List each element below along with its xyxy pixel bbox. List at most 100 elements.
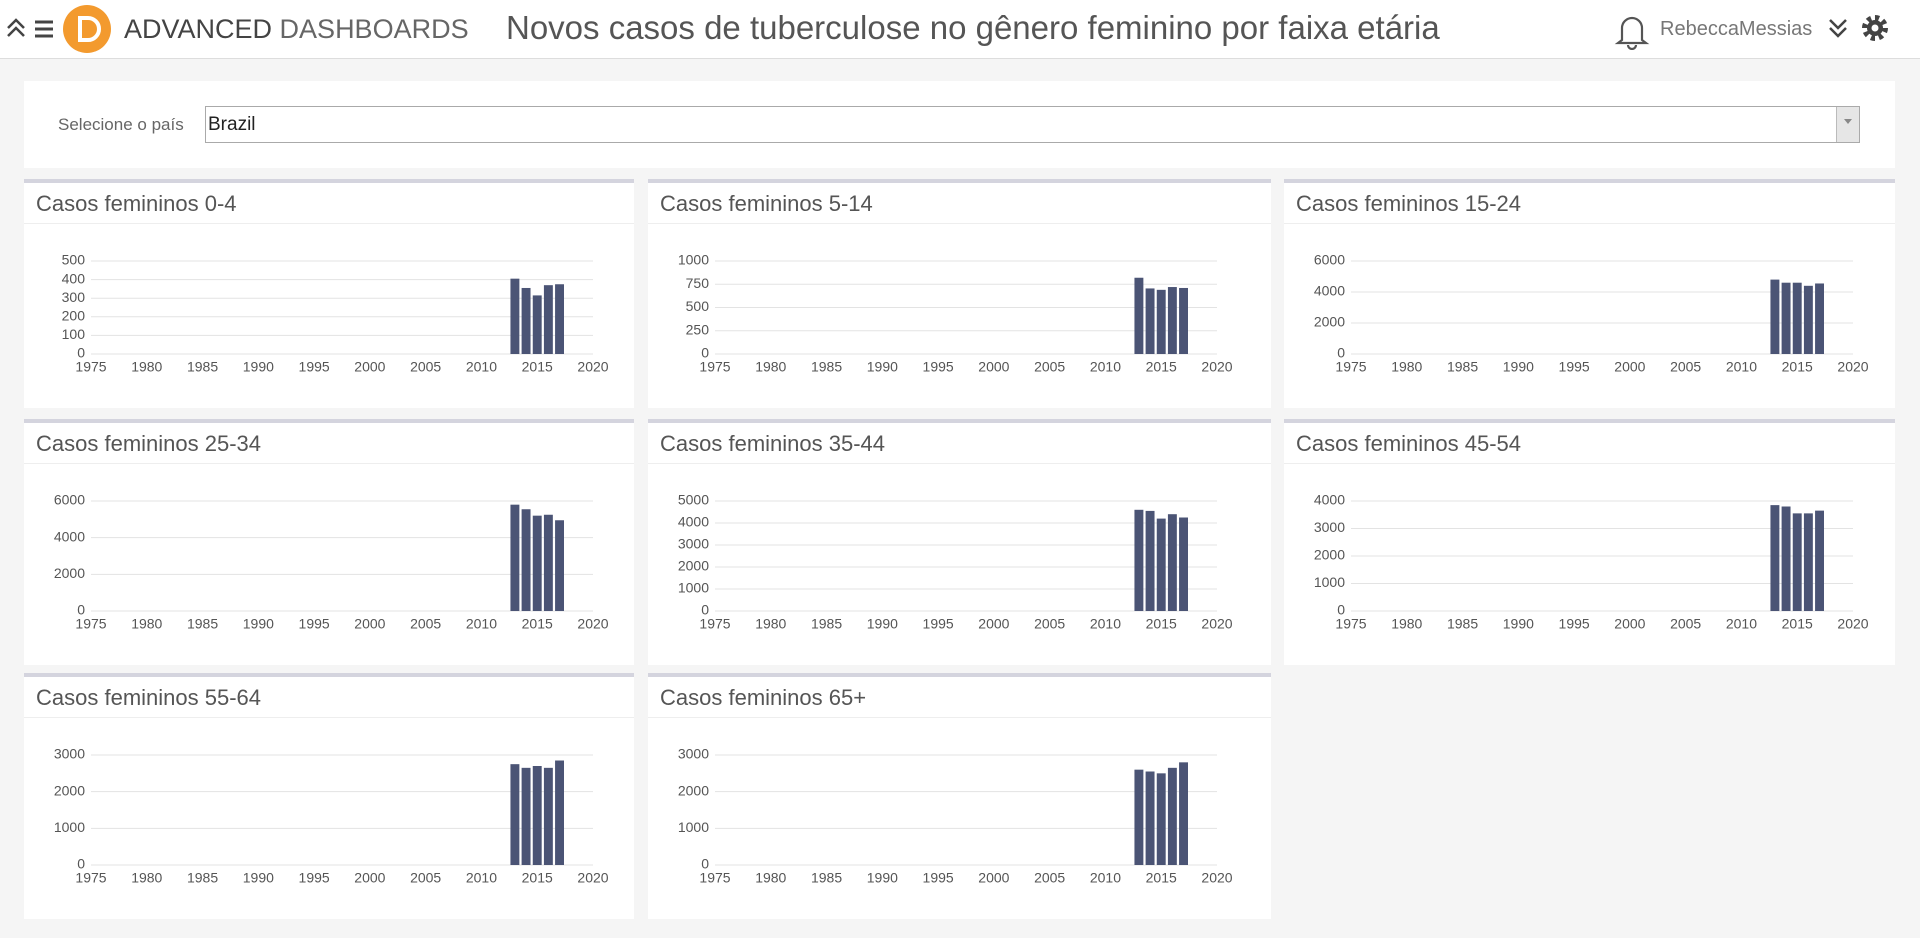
y-tick-label: 200 <box>62 308 86 324</box>
bar <box>1179 517 1188 611</box>
bell-icon[interactable] <box>1614 10 1650 50</box>
x-tick-label: 1975 <box>699 616 730 632</box>
y-tick-label: 2000 <box>54 782 85 798</box>
y-tick-label: 1000 <box>678 819 709 835</box>
bar <box>543 285 553 354</box>
chart-title: Casos femininos 55-64 <box>36 685 262 710</box>
x-tick-label: 2015 <box>522 870 553 886</box>
logo <box>63 5 111 53</box>
x-tick-label: 2005 <box>410 616 441 632</box>
y-tick-label: 4000 <box>678 514 709 530</box>
x-tick-label: 2010 <box>466 616 497 632</box>
x-tick-label: 2015 <box>1146 359 1177 375</box>
x-tick-label: 1990 <box>867 870 898 886</box>
bar <box>1803 285 1813 354</box>
x-tick-label: 2020 <box>577 359 608 375</box>
x-tick-label: 1980 <box>131 870 162 886</box>
brand: ADVANCED DASHBOARDS <box>124 14 469 45</box>
page-title: Novos casos de tuberculose no gênero fem… <box>506 9 1440 46</box>
x-tick-label: 1995 <box>1559 359 1590 375</box>
x-tick-label: 2005 <box>1034 616 1065 632</box>
header: ADVANCED DASHBOARDS Novos casos de tuber… <box>0 0 1920 59</box>
menu-icon[interactable] <box>33 18 55 40</box>
x-tick-label: 1985 <box>811 359 842 375</box>
y-tick-label: 2000 <box>678 558 709 574</box>
y-tick-label: 0 <box>701 602 709 618</box>
arrow-icon <box>1844 119 1852 124</box>
y-tick-label: 3000 <box>678 746 709 762</box>
x-tick-label: 1990 <box>1503 359 1534 375</box>
x-tick-label: 1985 <box>1447 359 1478 375</box>
expand-icon[interactable] <box>1826 16 1850 40</box>
x-tick-label: 2020 <box>577 870 608 886</box>
x-tick-label: 2020 <box>1837 616 1868 632</box>
x-tick-label: 2020 <box>1201 870 1232 886</box>
x-tick-label: 1980 <box>1391 359 1422 375</box>
x-tick-label: 1995 <box>923 870 954 886</box>
chart: 0 1000 2000 3000 1975 1980 1985 1990 1995 2000 200… <box>678 746 1233 886</box>
bar <box>532 766 542 865</box>
chart-title: Casos femininos 0-4 <box>36 191 237 216</box>
chart-title: Casos femininos 5-14 <box>660 191 873 216</box>
y-tick-label: 4000 <box>1314 492 1345 508</box>
bar <box>1156 289 1166 354</box>
separator <box>24 717 634 718</box>
bar <box>555 520 564 611</box>
chart-title: Casos femininos 15-24 <box>1296 191 1522 216</box>
y-tick-label: 4000 <box>54 528 85 544</box>
x-tick-label: 2015 <box>1146 870 1177 886</box>
x-tick-label: 1985 <box>811 870 842 886</box>
bar <box>1145 771 1155 865</box>
x-tick-label: 2000 <box>354 870 385 886</box>
collapse-icon[interactable] <box>4 16 28 40</box>
y-tick-label: 1000 <box>1314 574 1345 590</box>
bar <box>521 767 531 865</box>
chart-title: Casos femininos 25-34 <box>36 431 262 456</box>
y-tick-label: 3000 <box>1314 519 1345 535</box>
x-tick-label: 1980 <box>755 359 786 375</box>
chart-title: Casos femininos 45-54 <box>1296 431 1522 456</box>
separator <box>24 223 634 224</box>
x-tick-label: 2010 <box>1090 359 1121 375</box>
user-name[interactable]: RebeccaMessias <box>1660 18 1813 40</box>
x-tick-label: 1975 <box>75 359 106 375</box>
x-tick-label: 2000 <box>354 616 385 632</box>
x-tick-label: 1995 <box>923 616 954 632</box>
y-tick-label: 0 <box>1337 345 1345 361</box>
x-tick-label: 1995 <box>299 359 330 375</box>
x-tick-label: 2010 <box>466 870 497 886</box>
chart: 0 1000 2000 3000 4000 5000 1975 1980 1985 1990 199… <box>678 492 1233 632</box>
x-tick-label: 1975 <box>75 870 106 886</box>
bar <box>1770 279 1780 354</box>
x-tick-label: 2000 <box>1614 616 1645 632</box>
y-tick-label: 5000 <box>678 492 709 508</box>
settings-icon[interactable] <box>1860 13 1890 43</box>
bar <box>521 287 531 354</box>
x-tick-label: 1990 <box>1503 616 1534 632</box>
y-tick-label: 0 <box>77 856 85 872</box>
y-tick-label: 1000 <box>678 580 709 596</box>
y-tick-label: 250 <box>686 321 710 337</box>
select-arrow[interactable] <box>1836 107 1859 142</box>
y-tick-label: 0 <box>1337 602 1345 618</box>
bar <box>555 760 564 865</box>
y-tick-label: 100 <box>62 326 86 342</box>
x-tick-label: 2005 <box>1034 870 1065 886</box>
separator <box>1284 463 1895 464</box>
chart: 0 2000 4000 6000 1975 1980 1985 1990 1995 2000 200… <box>1314 252 1869 375</box>
x-tick-label: 1985 <box>1447 616 1478 632</box>
bar <box>1167 514 1177 611</box>
bar <box>543 767 553 865</box>
bar <box>1792 513 1802 611</box>
chart-panel: Casos femininos 35-44 0 1000 2000 3000 4000 50… <box>648 419 1271 665</box>
bar <box>532 295 542 354</box>
x-tick-label: 2005 <box>1670 616 1701 632</box>
y-tick-label: 3000 <box>678 536 709 552</box>
x-tick-label: 1980 <box>755 870 786 886</box>
x-tick-label: 1975 <box>1335 616 1366 632</box>
country-select[interactable]: Brazil <box>205 106 1860 143</box>
filter-panel: Selecione o país Brazil <box>24 81 1895 168</box>
x-tick-label: 1980 <box>131 359 162 375</box>
bar <box>555 284 564 354</box>
